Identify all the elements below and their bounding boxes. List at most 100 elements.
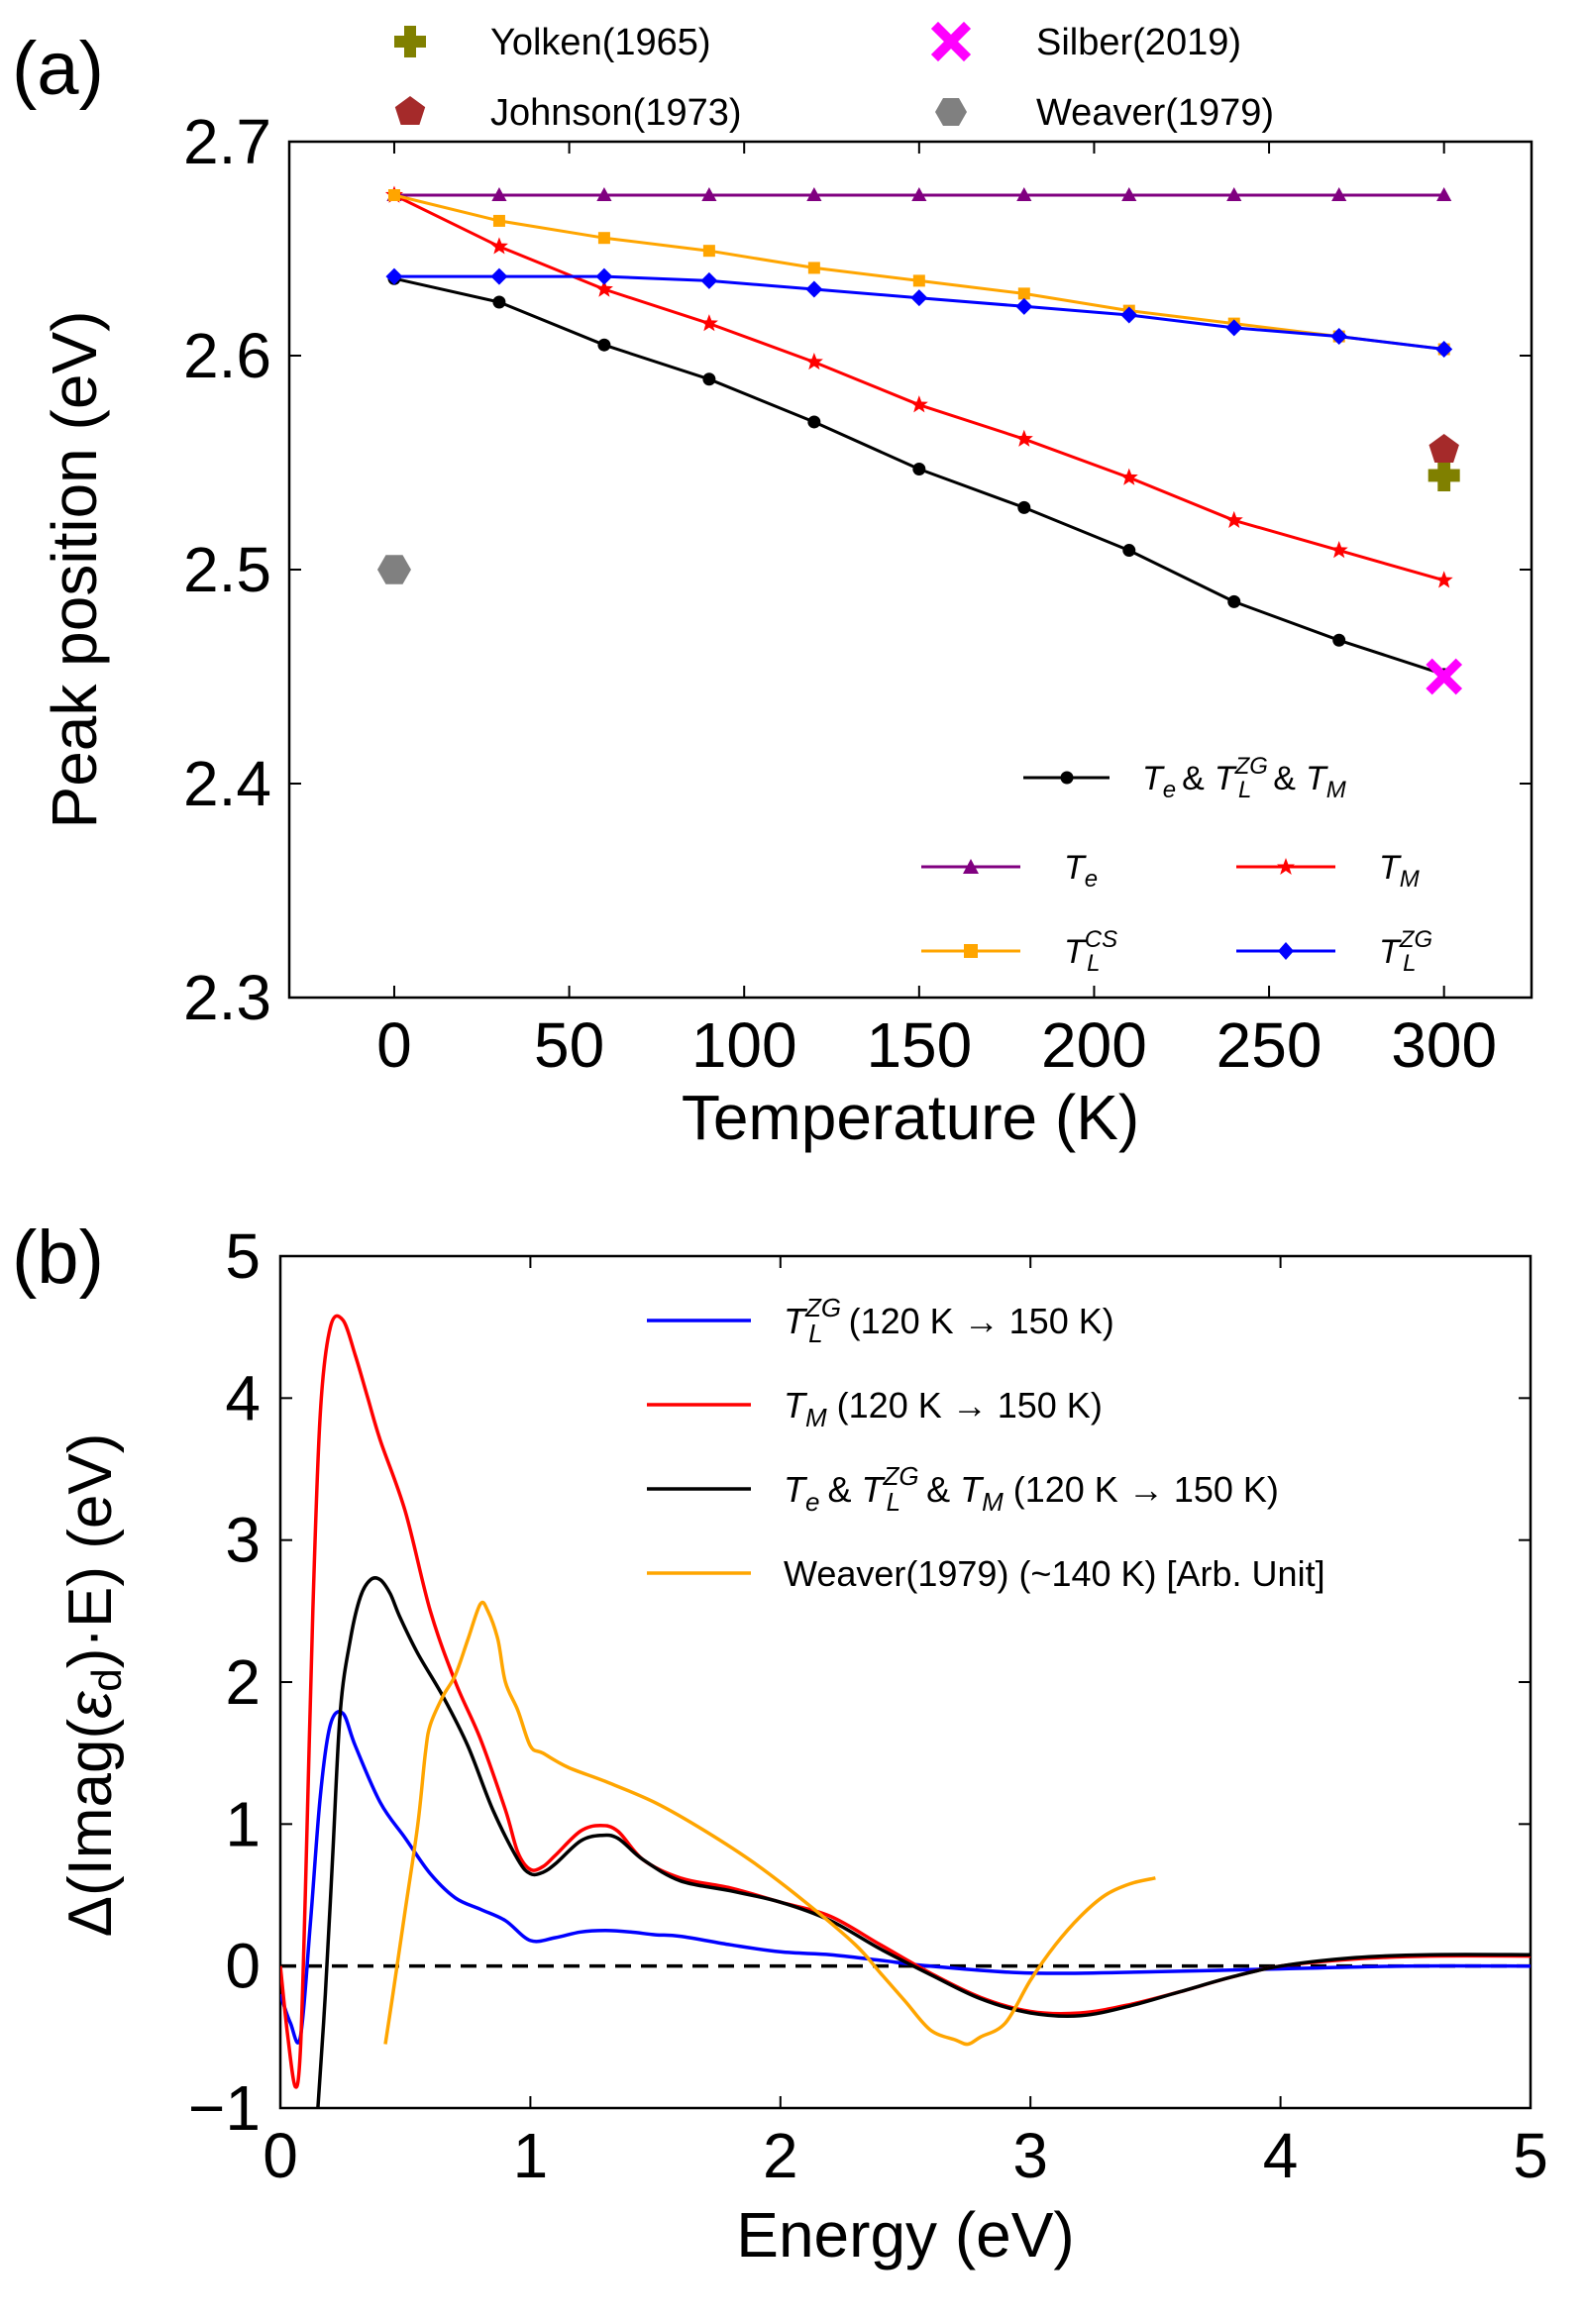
series-tlcs-line xyxy=(393,193,1444,351)
yolken-legend-label: Yolken(1965) xyxy=(490,22,711,63)
b-y-tick-label: 4 xyxy=(225,1362,261,1433)
series-tlzg-line xyxy=(394,274,1444,351)
legend-a-all: Te & TZG L & TM xyxy=(1142,753,1346,803)
weaver-legend-label: Weaver(1979) xyxy=(1036,92,1274,134)
b-y-tick-label: 5 xyxy=(225,1220,261,1292)
series-legend-a: Te & TZG L & TM Te TM TCS L TZG L xyxy=(921,753,1432,977)
series-te-point xyxy=(1121,187,1137,201)
series-te-point xyxy=(806,187,822,201)
legend-a-tlzg: TZG L xyxy=(1379,926,1432,977)
series-tm-point xyxy=(804,352,823,370)
series-tm-point xyxy=(699,314,718,332)
a-x-tick-label: 0 xyxy=(376,1009,412,1081)
series-te-point xyxy=(1226,187,1242,201)
panel-b-label: (b) xyxy=(12,1215,104,1300)
series-tm-line xyxy=(393,193,1445,582)
a-y-tick-label: 2.3 xyxy=(183,962,271,1033)
plot-b-series xyxy=(280,1314,1531,2108)
series-tm-point xyxy=(909,395,928,413)
series-tlcs-point xyxy=(912,274,925,287)
series-te_tlzg_tm-point xyxy=(492,295,506,309)
b-x-tick-label: 3 xyxy=(1012,2120,1048,2191)
series-te_tlzg_tm-point xyxy=(1332,633,1346,647)
series-tlzg-point xyxy=(385,267,403,285)
series-tm-point xyxy=(1119,468,1138,485)
plot-a-experiments xyxy=(376,434,1463,695)
series-te-point xyxy=(701,187,717,201)
johnson-legend-marker xyxy=(394,96,426,125)
series-tlzg-point xyxy=(700,271,718,289)
series-te-point xyxy=(1436,187,1452,201)
experiment-legend: Yolken(1965) Johnson(1973) Silber(2019) … xyxy=(394,21,1274,134)
series-tlcs-point xyxy=(1017,287,1030,300)
a-y-tick-label: 2.4 xyxy=(183,748,271,819)
series-tm-point xyxy=(1014,429,1033,447)
series-te_tlzg_tm-point xyxy=(597,338,611,352)
series-tm-point xyxy=(594,279,613,297)
series-te_tlzg_tm-line xyxy=(393,276,1445,677)
series-tlcs-point xyxy=(702,245,715,258)
plot-a-frame xyxy=(287,140,1533,1000)
series-tlcs-point xyxy=(387,189,400,201)
b-y-tick-label: 2 xyxy=(225,1646,261,1718)
johnson-legend-label: Johnson(1973) xyxy=(490,92,742,134)
series-tlcs-point xyxy=(492,214,505,227)
series-tlzg-point xyxy=(1015,297,1033,315)
series-te_tlzg_tm-point xyxy=(1122,544,1136,558)
a-y-tick-label: 2.7 xyxy=(183,106,271,177)
a-y-axis-title: Peak position (eV) xyxy=(39,311,110,829)
legend-b-tm: TM (120 K → 150 K) xyxy=(784,1385,1103,1432)
a-x-tick-label: 200 xyxy=(1041,1009,1147,1081)
a-x-tick-label: 50 xyxy=(534,1009,604,1081)
legend-a-tlcs: TCS L xyxy=(1064,926,1117,977)
plot-a-ticks: 0 50 100 150 200 250 300 2.3 2.4 2.5 2.6 2.7 xyxy=(183,106,1532,1081)
series-b-tm-line xyxy=(280,1314,1531,2089)
legend-a-te: Te xyxy=(1064,849,1098,893)
a-y-tick-label: 2.6 xyxy=(183,320,271,391)
legend-b-tlzg: TZG L (120 K → 150 K) xyxy=(784,1293,1114,1348)
a-x-tick-label: 100 xyxy=(691,1009,797,1081)
silber-legend-label: Silber(2019) xyxy=(1036,22,1241,63)
series-te-point xyxy=(911,187,927,201)
series-tlzg-point xyxy=(805,280,823,298)
series-te-point xyxy=(1331,187,1347,201)
series-te_tlzg_tm-point xyxy=(702,372,716,386)
series-te_tlzg_tm-point xyxy=(912,462,926,475)
series-te-point xyxy=(491,187,507,201)
weaver-legend-marker xyxy=(935,98,967,126)
plot-a-series xyxy=(384,185,1453,682)
series-tlzg-point xyxy=(1120,306,1138,324)
series-te_tlzg_tm-point xyxy=(1017,500,1031,514)
b-x-tick-label: 4 xyxy=(1263,2120,1299,2191)
series-tlzg-point xyxy=(1225,319,1243,337)
b-y-tick-label: 0 xyxy=(225,1931,261,2002)
series-tlzg-point xyxy=(910,289,928,307)
silber-legend-marker xyxy=(930,21,972,62)
b-x-axis-title: Energy (eV) xyxy=(736,2199,1074,2271)
a-x-tick-label: 150 xyxy=(866,1009,972,1081)
yolken-legend-marker xyxy=(394,26,426,57)
legend-b-weaver: Weaver(1979) (~140 K) [Arb. Unit] xyxy=(784,1553,1325,1594)
a-x-axis-title: Temperature (K) xyxy=(682,1082,1139,1153)
series-tm-point xyxy=(1329,541,1348,559)
series-tm-point xyxy=(489,237,508,255)
b-y-tick-label: 3 xyxy=(225,1505,261,1576)
b-x-tick-label: 0 xyxy=(263,2120,298,2191)
series-te_tlzg_tm-point xyxy=(1227,594,1241,608)
panel-a: (a) Yolken(1965) Johnson(1973) Silber(20… xyxy=(12,21,1533,1153)
legend-a-tm: TM xyxy=(1379,849,1420,893)
legend-b-all: Te & TZG L & TM (120 K → 150 K) xyxy=(784,1461,1279,1517)
exp-yolken-1965-point xyxy=(1427,459,1460,491)
series-b-all-line xyxy=(316,1576,1531,2108)
series-tm-point xyxy=(1224,510,1243,529)
a-x-tick-label: 300 xyxy=(1391,1009,1497,1081)
b-x-tick-label: 2 xyxy=(763,2120,798,2191)
a-x-tick-label: 250 xyxy=(1216,1009,1322,1081)
b-x-tick-label: 1 xyxy=(513,2120,549,2191)
series-b-tlzg-line xyxy=(280,1710,1531,2045)
series-te_tlzg_tm-point xyxy=(807,415,821,429)
series-tlzg-point xyxy=(1330,328,1348,346)
